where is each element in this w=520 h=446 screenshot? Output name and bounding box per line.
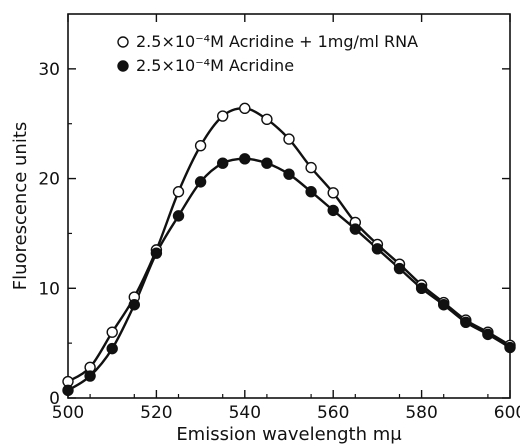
data-point-1 bbox=[194, 139, 207, 152]
data-point-1 bbox=[239, 102, 251, 115]
data-point-2 bbox=[504, 341, 516, 354]
data-point-2 bbox=[438, 299, 450, 311]
x-tick-label: 560 bbox=[317, 403, 349, 423]
x-tick-label: 580 bbox=[405, 403, 437, 423]
series-line-1 bbox=[67, 107, 511, 383]
data-point-1 bbox=[216, 110, 229, 122]
data-point-2 bbox=[371, 243, 384, 255]
axes: 500 520 540 560 580 600 0 10 20 30 bbox=[38, 13, 520, 423]
data-point-2 bbox=[415, 282, 428, 294]
data-point-2 bbox=[261, 157, 273, 169]
plot-frame bbox=[67, 13, 511, 399]
x-tick-label: 520 bbox=[140, 403, 172, 423]
data-point-2 bbox=[283, 168, 295, 180]
y-tick-label: 30 bbox=[38, 60, 60, 80]
data-point-2 bbox=[172, 210, 185, 222]
data-point-1 bbox=[327, 187, 339, 199]
data-point-1 bbox=[172, 186, 185, 198]
series-points bbox=[62, 102, 516, 397]
data-point-2 bbox=[305, 186, 317, 198]
data-point-2 bbox=[194, 176, 207, 188]
series-line-2 bbox=[67, 157, 511, 392]
y-axis-title: Fluorescence units bbox=[10, 122, 31, 291]
series-lines bbox=[67, 107, 511, 392]
data-point-2 bbox=[84, 370, 96, 382]
data-point-2 bbox=[239, 153, 251, 165]
data-point-1 bbox=[106, 326, 118, 338]
data-point-2 bbox=[128, 299, 141, 311]
data-point-2 bbox=[150, 247, 163, 259]
x-tick-label: 540 bbox=[229, 403, 261, 423]
legend-label-2: 2.5×10⁻⁴M Acridine bbox=[136, 56, 294, 75]
data-point-2 bbox=[482, 328, 494, 341]
y-tick-label: 10 bbox=[38, 279, 60, 299]
data-point-2 bbox=[327, 204, 339, 217]
legend-marker-2 bbox=[117, 60, 129, 72]
data-point-2 bbox=[62, 384, 74, 397]
data-point-2 bbox=[393, 262, 406, 275]
data-point-2 bbox=[460, 316, 472, 328]
x-tick-label: 600 bbox=[494, 403, 520, 423]
data-point-2 bbox=[216, 157, 229, 169]
x-tick-label: 500 bbox=[52, 403, 84, 423]
legend-label-1: 2.5×10⁻⁴M Acridine + 1mg/ml RNA bbox=[136, 32, 418, 51]
data-point-2 bbox=[349, 223, 361, 235]
data-point-2 bbox=[106, 342, 118, 355]
legend: 2.5×10⁻⁴M Acridine + 1mg/ml RNA 2.5×10⁻⁴M… bbox=[117, 32, 418, 75]
legend-marker-1 bbox=[117, 36, 129, 48]
data-point-1 bbox=[283, 133, 295, 145]
y-tick-label: 20 bbox=[38, 170, 60, 190]
data-point-1 bbox=[261, 113, 273, 126]
data-point-1 bbox=[305, 161, 317, 174]
x-axis-title: Emission wavelength mμ bbox=[176, 424, 402, 445]
y-tick-label: 0 bbox=[49, 389, 60, 409]
